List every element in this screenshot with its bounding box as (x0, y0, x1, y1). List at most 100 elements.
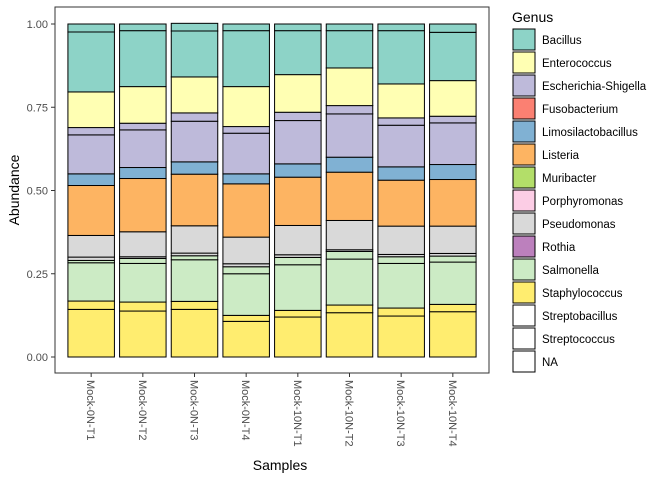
bar-segment-pseudomonas (119, 231, 167, 258)
legend-label: Salmonella (542, 265, 599, 277)
bar-segment-salmonella (377, 256, 425, 264)
bar-segment-staphylococcus (325, 304, 374, 314)
y-tick-label: 0.00 (27, 352, 48, 364)
bar-segment-bacillus (325, 23, 374, 32)
bar-segment-limosilactobacillus (377, 166, 425, 181)
bar-segment-staphylococcus (377, 315, 425, 358)
bar-segment-staphylococcus (67, 300, 115, 310)
bar-segment-escherichia-shigella (170, 120, 219, 163)
bar-segment-salmonella (429, 255, 477, 263)
y-axis: 0.00 0.25 0.50 0.75 1.00 (27, 19, 55, 364)
legend-label: Streptobacillus (542, 311, 618, 323)
bar-segment-limosilactobacillus (429, 164, 477, 181)
bar-segment-salmonella (170, 255, 219, 261)
legend-key (512, 28, 536, 51)
x-tick-label: Mock-0N-T1 (84, 380, 96, 441)
bar-segment-salmonella (222, 266, 270, 275)
bar-segment-escherichia-shigella (274, 120, 322, 165)
legend-key (512, 350, 536, 373)
bar-segment-staphylococcus (222, 314, 270, 322)
bar-segment-enterococcus (377, 83, 425, 119)
bar-segment-listeria (222, 183, 270, 238)
bar-segment-salmonella (429, 261, 477, 305)
x-tick-label: Mock-10N-T1 (291, 380, 303, 447)
bar-segment-salmonella (274, 256, 322, 266)
bar-segment-bacillus (274, 30, 322, 76)
legend-title: Genus (512, 9, 553, 25)
bar-segment-pseudomonas (170, 225, 219, 254)
bar-segment-bacillus (429, 23, 477, 33)
bar-segment-enterococcus (67, 91, 115, 129)
bar-segment-bacillus (170, 22, 219, 32)
bar-segment-escherichia-shigella (222, 126, 270, 134)
bar-segment-listeria (377, 179, 425, 227)
bar-segment-listeria (325, 171, 374, 221)
bar-segment-listeria (119, 178, 167, 233)
legend-label: Rothia (542, 242, 576, 254)
bar-segment-bacillus (377, 30, 425, 85)
bar-segment-pseudomonas (274, 224, 322, 256)
y-tick-label: 0.75 (27, 102, 48, 114)
bar-segment-enterococcus (170, 76, 219, 114)
bar-segment-escherichia-shigella (325, 113, 374, 158)
bar-segment-escherichia-shigella (67, 127, 115, 136)
bar-segment-escherichia-shigella (274, 111, 322, 122)
bar-segment-escherichia-shigella (429, 115, 477, 124)
bar-segment-salmonella (119, 257, 167, 264)
legend-key (512, 74, 536, 97)
x-tick-label: Mock-0N-T4 (239, 380, 251, 441)
legend-label: Streptococcus (542, 334, 615, 346)
x-tick-label: Mock-10N-T3 (394, 380, 406, 447)
bar-segment-enterococcus (222, 86, 270, 128)
legend-key (512, 258, 536, 281)
bar-segment-bacillus (222, 23, 270, 32)
bar-segment-staphylococcus (274, 316, 322, 358)
x-axis-title: Samples (253, 457, 307, 473)
y-axis-title: Abundance (6, 154, 22, 225)
legend-label: Pseudomonas (542, 219, 616, 231)
bar-segment-listeria (67, 185, 115, 236)
x-tick-label: Mock-0N-T3 (188, 380, 200, 441)
bar-segment-pseudomonas (325, 219, 374, 251)
bar-segment-staphylococcus (170, 308, 219, 358)
legend-key (512, 120, 536, 143)
legend-label: Staphylococcus (542, 288, 623, 300)
x-axis: Mock-0N-T1 Mock-0N-T2 Mock-0N-T3 Mock-0N-T4… (84, 373, 458, 447)
legend-key (512, 97, 536, 120)
bar-segment-pseudomonas (67, 234, 115, 258)
bar-segment-pseudomonas (429, 225, 477, 254)
bar-segment-escherichia-shigella (325, 105, 374, 115)
bar-segment-staphylococcus (170, 300, 219, 310)
legend-key (512, 235, 536, 258)
bar-segment-enterococcus (325, 67, 374, 107)
legend-label: Porphyromonas (542, 196, 623, 208)
legend-key (512, 166, 536, 189)
bar-segment-escherichia-shigella (377, 124, 425, 168)
bar-segment-pseudomonas (377, 225, 425, 255)
bar-segment-limosilactobacillus (119, 167, 167, 180)
bar-segment-limosilactobacillus (170, 161, 219, 175)
bar-segment-salmonella (325, 250, 374, 260)
x-tick-label: Mock-10N-T2 (343, 380, 355, 447)
legend-label: NA (542, 357, 558, 369)
bar-segment-staphylococcus (67, 308, 115, 358)
legend-key (512, 327, 536, 350)
bar-segment-bacillus (429, 31, 477, 82)
bar-segment-bacillus (67, 31, 115, 93)
legend-label: Listeria (542, 150, 580, 162)
bar-segment-limosilactobacillus (222, 173, 270, 185)
bar-segment-listeria (170, 173, 219, 227)
bar-segment-staphylococcus (429, 303, 477, 313)
legend-label: Limosilactobacillus (542, 127, 638, 139)
legend-key (512, 143, 536, 166)
legend-label: Bacillus (542, 35, 582, 47)
bar-segment-escherichia-shigella (170, 112, 219, 122)
bar-segment-bacillus (325, 30, 374, 69)
bar-segment-escherichia-shigella (377, 117, 425, 126)
legend-label: Muribacter (542, 173, 596, 185)
bar-segment-escherichia-shigella (119, 122, 167, 131)
bar-segment-staphylococcus (119, 310, 167, 358)
bar-segment-salmonella (67, 262, 115, 302)
bar-segment-staphylococcus (325, 312, 374, 358)
bar-segment-staphylococcus (377, 307, 425, 317)
